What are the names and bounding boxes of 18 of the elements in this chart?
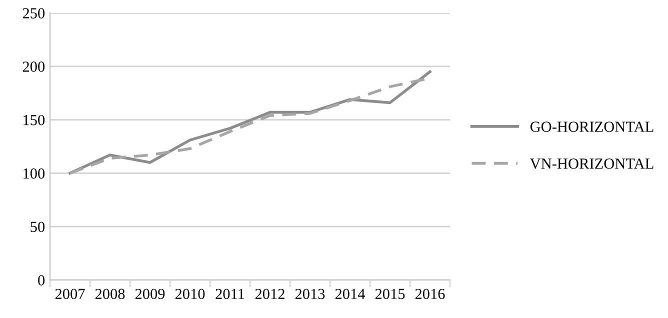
legend-label: VN-HORIZONTAL	[530, 158, 654, 169]
x-tick-label: 2013	[295, 288, 325, 300]
x-tick-label: 2012	[255, 288, 284, 300]
y-tick-label: 150	[24, 114, 45, 126]
x-tick-label: 2009	[135, 288, 165, 300]
x-tick-label: 2007	[55, 288, 85, 300]
y-tick-label: 100	[24, 168, 45, 179]
y-tick-label: 50	[30, 222, 45, 232]
x-tick-label: 2011	[216, 288, 244, 300]
y-tick-label: 0	[38, 275, 45, 286]
y-tick-label: 200	[22, 62, 45, 72]
x-tick-label: 2014	[335, 288, 366, 300]
x-tick-label: 2015	[375, 288, 405, 300]
x-tick-label: 2010	[175, 288, 205, 300]
x-tick-label: 2016	[415, 288, 445, 300]
x-tick-label: 2008	[95, 288, 125, 300]
y-tick-label: 250	[22, 8, 45, 18]
legend-label: GO-HORIZONTAL	[530, 122, 654, 132]
